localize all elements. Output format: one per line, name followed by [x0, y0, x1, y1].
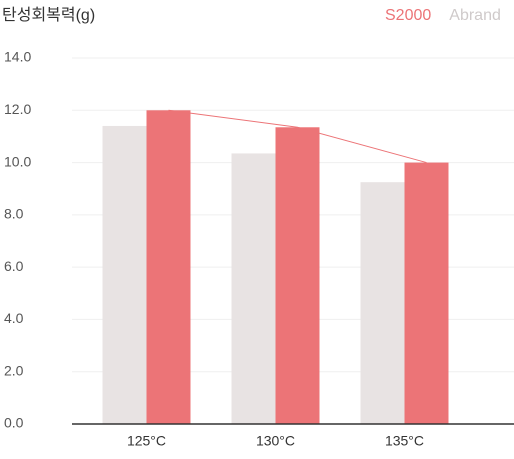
bar	[146, 110, 191, 425]
y-tick-label: 8.0	[4, 206, 24, 222]
x-tick-label: 125°C	[127, 433, 166, 449]
legend-label: Abrand	[449, 7, 501, 24]
bar	[404, 162, 449, 425]
y-tick-label: 4.0	[4, 310, 24, 326]
legend-label: S2000	[385, 7, 431, 24]
bar	[360, 182, 405, 424]
chart-title: 탄성회복력(g)	[2, 6, 95, 24]
y-tick-label: 14.0	[4, 49, 31, 65]
y-tick-label: 0.0	[4, 415, 24, 431]
y-tick-label: 10.0	[4, 153, 31, 169]
bar	[275, 127, 320, 425]
y-tick-label: 12.0	[4, 101, 31, 117]
x-tick-label: 135°C	[385, 433, 424, 449]
y-tick-label: 6.0	[4, 258, 24, 274]
trend-line	[168, 109, 427, 164]
y-tick-label: 2.0	[4, 362, 24, 378]
bar	[102, 125, 147, 424]
bar	[231, 153, 276, 424]
x-tick-label: 130°C	[256, 433, 295, 449]
